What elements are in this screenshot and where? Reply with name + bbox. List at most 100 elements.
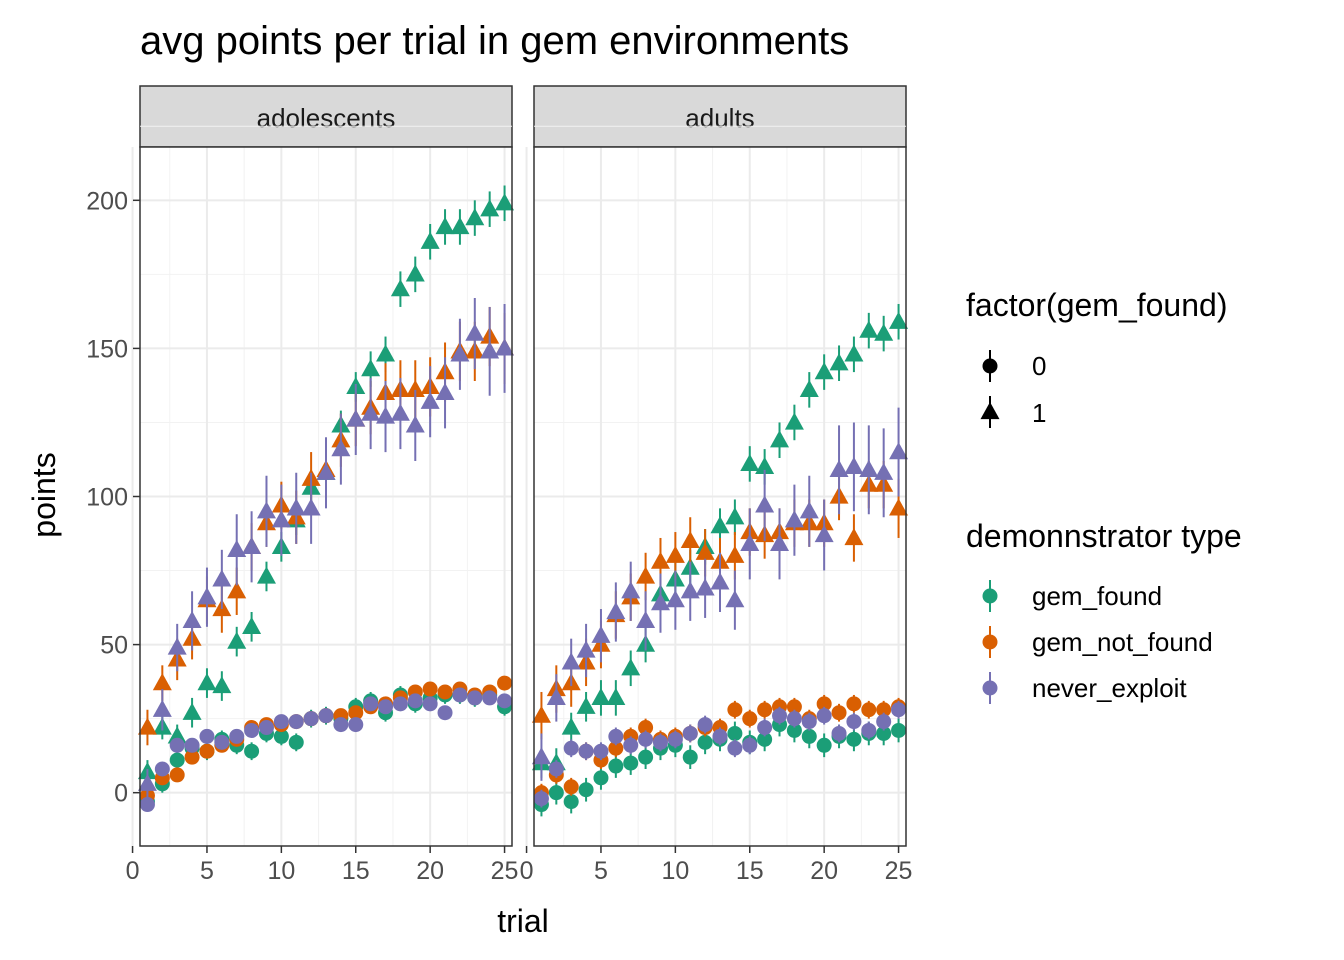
data-point — [482, 690, 498, 706]
data-point — [405, 379, 425, 397]
data-point — [816, 737, 832, 753]
data-point — [650, 551, 670, 569]
data-point — [465, 323, 485, 341]
data-point — [214, 734, 230, 750]
y-tick-label: 100 — [86, 484, 128, 512]
y-axis: 0 50 100 150 200 — [86, 187, 140, 808]
x-tick-label: 0 — [520, 857, 534, 885]
legend-shape-key-1 — [980, 402, 1000, 420]
data-point — [608, 740, 624, 756]
data-point — [846, 714, 862, 730]
data-point — [727, 702, 743, 718]
data-point — [710, 516, 730, 534]
legend-shape-title: factor(gem_found) — [966, 287, 1227, 323]
legend-shape-key-0 — [982, 358, 998, 374]
data-point — [829, 459, 849, 477]
data-point — [316, 462, 336, 480]
series-never_exploit-0 — [533, 700, 907, 808]
data-point — [467, 690, 483, 706]
data-point — [497, 675, 513, 691]
data-point — [876, 714, 892, 730]
y-axis-title: points — [26, 452, 62, 537]
data-point — [755, 456, 775, 475]
data-point — [437, 705, 453, 721]
data-point — [154, 761, 170, 777]
data-point — [816, 708, 832, 724]
data-point — [891, 722, 907, 738]
data-adolescents — [137, 185, 515, 813]
data-point — [303, 711, 319, 727]
data-point — [548, 785, 564, 801]
panel-adolescents: adolescents 0 5 10 15 20 25 0 50 100 150 200 — [86, 85, 518, 885]
data-point — [199, 728, 215, 744]
data-point — [859, 320, 879, 338]
data-point — [169, 767, 185, 783]
data-point — [390, 279, 410, 297]
data-point — [273, 728, 289, 744]
data-point — [497, 693, 513, 709]
data-point — [816, 696, 832, 712]
data-point — [638, 731, 654, 747]
data-point — [548, 761, 564, 777]
data-point — [184, 737, 200, 753]
data-point — [169, 737, 185, 753]
data-point — [844, 344, 864, 362]
data-point — [786, 722, 802, 738]
data-point — [563, 779, 579, 795]
data-point — [256, 566, 276, 584]
x-tick-label: 10 — [267, 857, 295, 885]
data-point — [273, 714, 289, 730]
data-point — [757, 731, 773, 747]
data-point — [725, 507, 745, 525]
data-point — [593, 743, 609, 759]
data-point — [725, 545, 745, 563]
data-point — [638, 749, 654, 765]
data-point — [435, 216, 455, 235]
gridlines — [131, 125, 512, 846]
data-point — [680, 581, 700, 599]
legend-color-label-gem-not-found: gem_not_found — [1032, 627, 1213, 657]
legend-shape-keys — [980, 350, 1000, 428]
data-point — [561, 652, 581, 670]
data-point — [593, 770, 609, 786]
x-tick-label: 10 — [661, 857, 689, 885]
data-point — [376, 406, 396, 424]
data-point — [740, 533, 760, 552]
data-point — [288, 714, 304, 730]
x-tick-label: 25 — [885, 857, 913, 885]
data-point — [390, 403, 410, 421]
data-point — [227, 581, 247, 599]
data-point — [576, 696, 596, 714]
panel-border — [533, 146, 907, 847]
x-tick-label: 15 — [342, 857, 370, 885]
data-point — [680, 530, 700, 549]
data-point — [452, 687, 468, 703]
data-point — [757, 720, 773, 736]
data-point — [636, 610, 656, 629]
data-point — [271, 510, 291, 528]
data-point — [608, 758, 624, 774]
legend-color-label-never-exploit: never_exploit — [1032, 673, 1187, 703]
data-point — [435, 382, 455, 400]
chart-title: avg points per trial in gem environments — [140, 19, 849, 63]
legend-color: demonnstrator type gem_found gem_not_fou… — [966, 518, 1242, 704]
data-point — [533, 791, 549, 807]
facet-strip — [533, 85, 907, 148]
data-point — [405, 264, 425, 282]
data-point — [361, 403, 381, 421]
x-tick-label: 20 — [810, 857, 838, 885]
data-point — [874, 462, 894, 480]
data-point — [695, 542, 715, 560]
data-point — [799, 501, 819, 519]
data-point — [844, 456, 864, 475]
y-tick-label: 150 — [86, 335, 128, 363]
data-point — [465, 208, 485, 226]
legend-shape-label-1: 1 — [1032, 398, 1046, 428]
data-point — [667, 731, 683, 747]
data-point — [152, 673, 172, 691]
facet-strip-label: adults — [685, 103, 754, 133]
data-point — [420, 231, 440, 249]
data-point — [889, 442, 909, 460]
panel-adults: adults 0 5 10 15 20 25 — [520, 85, 913, 885]
series-never_exploit-1 — [137, 298, 515, 799]
